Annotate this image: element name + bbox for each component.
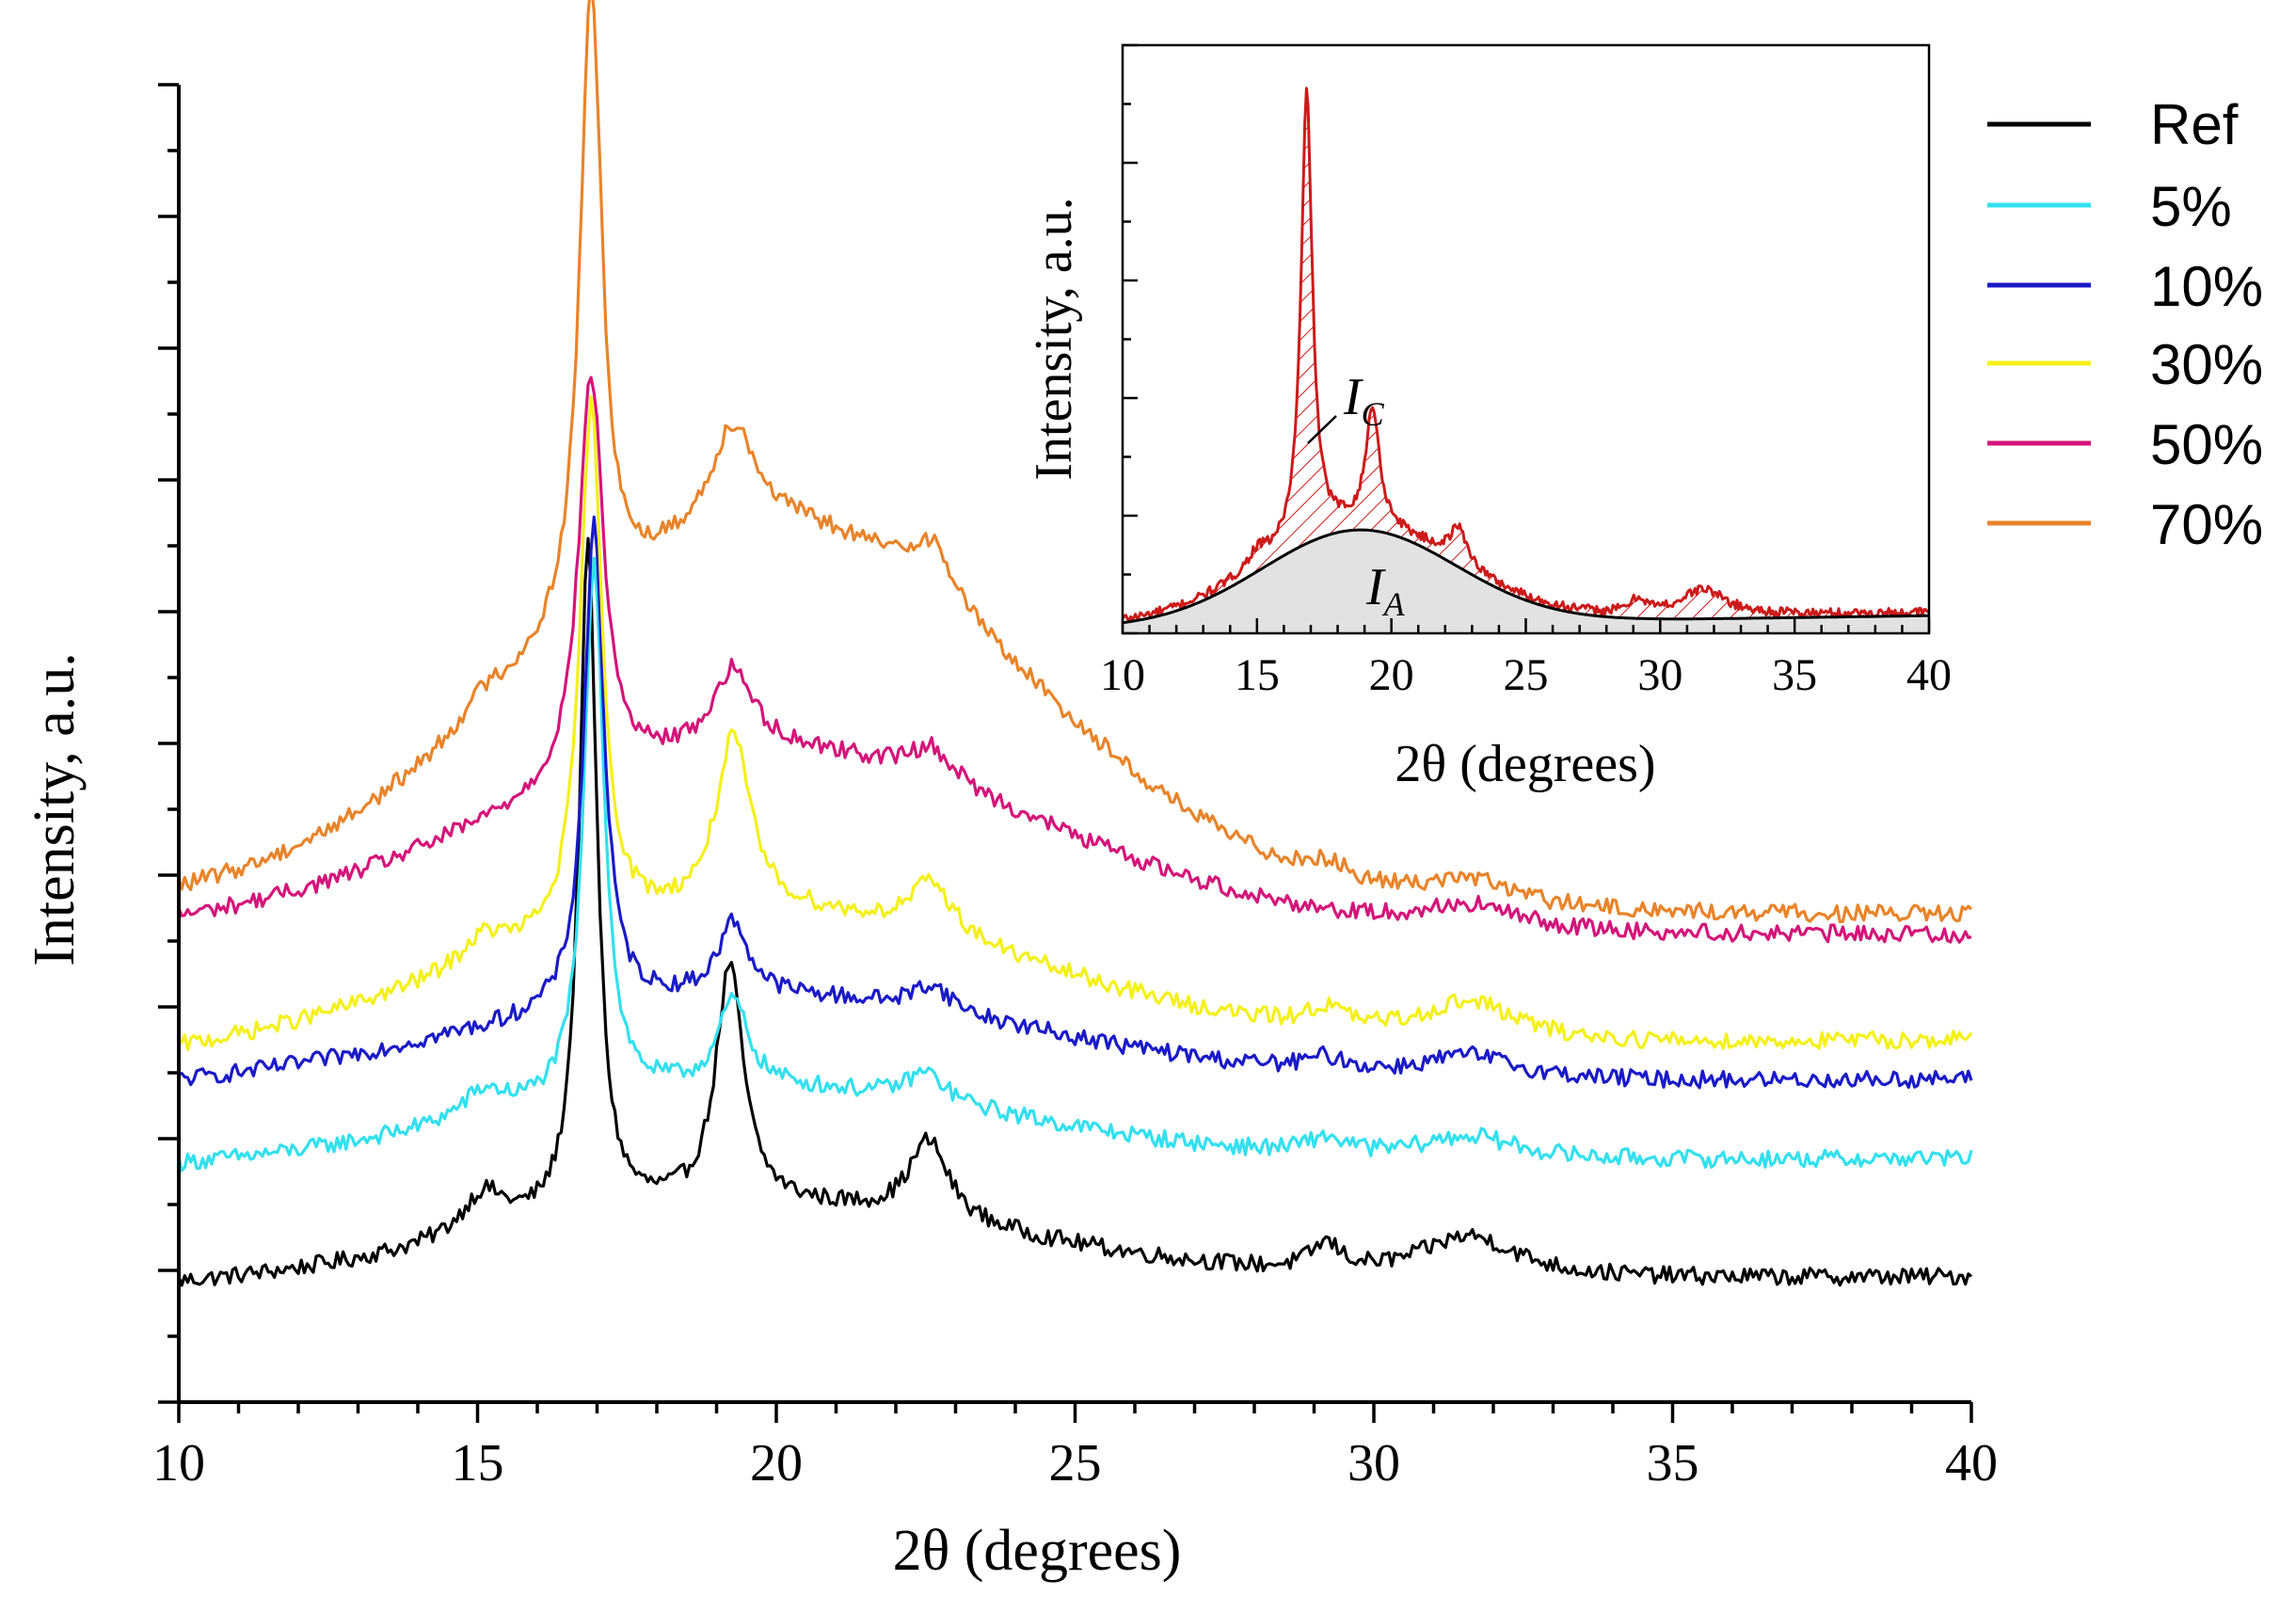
series-line-ref — [177, 536, 1973, 1287]
main-x-tick-label: 25 — [1049, 1434, 1102, 1492]
main-x-tick-label: 30 — [1347, 1434, 1400, 1492]
inset-crystalline-hatched-area — [1123, 88, 1929, 623]
ic-pointer-line — [1307, 415, 1337, 444]
legend-label-70: 70% — [2150, 493, 2263, 556]
ic-annotation-subscript: C — [1362, 395, 1385, 433]
main-x-tick-label: 10 — [152, 1434, 205, 1492]
main-x-tick-labels: 10 15 20 25 30 35 40 — [152, 1434, 1998, 1492]
legend-label-ref: Ref — [2150, 93, 2239, 156]
legend-label-50: 50% — [2150, 413, 2263, 476]
legend: Ref 5% 10% 30% 50% 70% — [1987, 93, 2263, 556]
legend-entry-ref: Ref — [1987, 93, 2239, 156]
inset-ticks — [1121, 43, 1931, 635]
legend-entry-70: 70% — [1987, 493, 2263, 556]
inset-y-axis-label: Intensity, a.u. — [1025, 197, 1083, 480]
ic-annotation-main: I — [1343, 368, 1363, 426]
inset-amorphous-fit-line — [1122, 528, 1930, 625]
ic-annotation: IC — [1343, 368, 1385, 433]
inset-x-tick-label: 35 — [1772, 650, 1817, 700]
main-y-axis-label: Intensity, a.u. — [23, 652, 87, 966]
inset-measured-line — [1121, 87, 1930, 622]
legend-label-30: 30% — [2150, 333, 2263, 396]
main-series-group — [177, 0, 1973, 1287]
ia-annotation: IA — [1365, 558, 1406, 623]
inset-x-tick-label: 25 — [1504, 650, 1549, 700]
main-x-tick-label: 15 — [452, 1434, 504, 1492]
inset-x-tick-label: 30 — [1637, 650, 1682, 700]
inset-amorphous-area — [1123, 530, 1929, 633]
inset-x-tick-label: 10 — [1100, 650, 1145, 700]
legend-label-10: 10% — [2150, 255, 2263, 318]
main-chart: 10 15 20 25 30 35 40 2θ (degrees) Intensity, a… — [23, 0, 1998, 1583]
inset-x-tick-label: 40 — [1906, 650, 1952, 700]
legend-entry-30: 30% — [1987, 333, 2263, 396]
legend-label-5: 5% — [2150, 175, 2232, 238]
inset-x-tick-labels: 10 15 20 25 30 35 40 — [1100, 650, 1952, 700]
legend-entry-5: 5% — [1987, 175, 2232, 238]
inset-x-axis-label: 2θ (degrees) — [1395, 735, 1655, 793]
inset-chart: 10 15 20 25 30 35 40 2θ (degrees) Intensity, a… — [1025, 43, 1952, 793]
series-line-50-pct — [177, 375, 1972, 944]
legend-entry-50: 50% — [1987, 413, 2263, 476]
series-line-10-pct — [178, 515, 1973, 1090]
ia-annotation-subscript: A — [1382, 585, 1406, 623]
legend-entry-10: 10% — [1987, 255, 2263, 318]
ia-annotation-main: I — [1365, 558, 1386, 616]
main-x-tick-label: 35 — [1647, 1434, 1699, 1492]
main-ticks — [158, 83, 1973, 1423]
main-x-tick-label: 40 — [1945, 1434, 1998, 1492]
main-x-tick-label: 20 — [750, 1434, 803, 1492]
series-line-70-pct — [177, 0, 1973, 924]
main-x-axis-label: 2θ (degrees) — [893, 1519, 1182, 1583]
inset-x-tick-label: 15 — [1235, 650, 1280, 700]
inset-x-tick-label: 20 — [1369, 650, 1414, 700]
inset-background — [1123, 45, 1929, 633]
series-line-30-pct — [177, 394, 1973, 1052]
series-line-5-pct — [177, 556, 1973, 1173]
